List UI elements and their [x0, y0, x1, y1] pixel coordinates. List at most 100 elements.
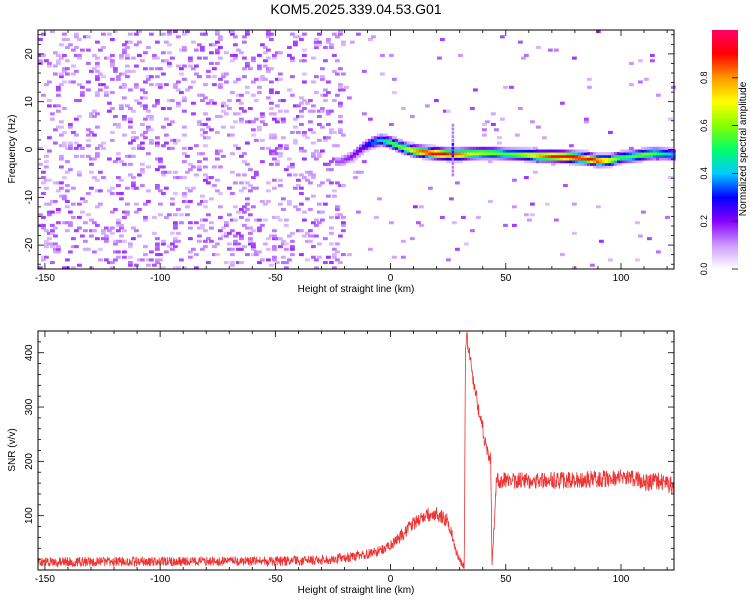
spectrogram-cell: [587, 77, 592, 81]
spectrogram-cell: [362, 144, 367, 148]
spectrogram-cell: [431, 154, 436, 158]
spectrogram-cell: [125, 56, 130, 60]
spectrogram-cell: [194, 266, 199, 270]
spectrogram-cell: [221, 154, 226, 158]
spectrogram-cell: [95, 77, 100, 81]
spectrogram-cell: [341, 215, 346, 219]
spectrogram-cell: [119, 85, 124, 89]
spectrogram-cell: [86, 48, 91, 52]
spectrogram-cell: [275, 237, 280, 241]
spectrogram-cell: [140, 258, 145, 262]
spectrogram-cell: [137, 101, 142, 105]
spectrogram-cell: [194, 253, 199, 257]
spectrogram-cell: [77, 173, 82, 177]
spectrogram-cell: [146, 114, 151, 119]
spectrogram-cell: [251, 59, 256, 63]
spectrogram-cell: [485, 149, 490, 153]
spectrogram-cell: [320, 181, 325, 185]
spectrogram-cell: [338, 213, 343, 217]
spectrogram-cell: [443, 152, 448, 156]
spectrogram-cell: [329, 43, 334, 47]
spectrogram-cell: [416, 154, 421, 158]
spectrogram-cell: [80, 210, 85, 214]
spectrogram-cell: [368, 117, 373, 121]
spectrogram-cell: [38, 266, 43, 270]
spectrogram-cell: [104, 56, 109, 60]
spectrogram-cell: [662, 154, 667, 158]
spectrogram-cell: [365, 149, 370, 153]
spectrogram-cell: [311, 141, 316, 145]
spectrogram-cell: [668, 117, 673, 121]
spectrogram-cell: [218, 37, 223, 42]
x-tick-label: 50: [500, 574, 512, 585]
spectrogram-cell: [218, 165, 223, 169]
spectrogram-cell: [245, 207, 250, 211]
spectrogram-cell: [302, 210, 307, 214]
spectrogram-cell: [451, 146, 455, 150]
spectrogram-cell: [386, 144, 391, 148]
spectrogram-cell: [524, 152, 529, 156]
spectrogram-cell: [611, 154, 616, 158]
spectrogram-cell: [200, 247, 205, 251]
spectrogram-cell: [488, 160, 493, 164]
spectrogram-cell: [494, 128, 499, 132]
spectrogram-cell: [248, 168, 253, 172]
spectrogram-cell: [137, 40, 142, 44]
spectrogram-cell: [185, 199, 190, 204]
spectrogram-cell: [626, 149, 631, 153]
spectrogram-cell: [227, 133, 232, 137]
spectrogram-cell: [101, 229, 106, 233]
spectrogram-cell: [314, 234, 319, 238]
spectrogram-cell: [77, 83, 82, 87]
spectrogram-cell: [92, 109, 97, 113]
spectrogram-cell: [308, 229, 313, 233]
spectrogram-cell: [296, 229, 301, 233]
spectrogram-cell: [350, 157, 355, 161]
x-tick-label: -50: [268, 273, 283, 284]
spectrogram-cell: [83, 239, 88, 243]
spectrogram-cell: [314, 258, 319, 262]
spectrogram-cell: [359, 146, 364, 150]
spectrogram-cell: [503, 154, 508, 158]
spectrogram-cell: [269, 32, 274, 36]
spectrogram-cell: [503, 152, 508, 156]
spectrogram-cell: [353, 176, 358, 180]
spectrogram-cell: [500, 157, 505, 161]
spectrogram-cell: [476, 149, 481, 153]
spectrogram-cell: [392, 136, 397, 140]
spectrogram-cell: [599, 165, 604, 169]
spectrogram-cell: [272, 53, 277, 57]
spectrogram-cell: [392, 77, 397, 81]
spectrogram-cell: [317, 43, 322, 47]
spectrogram-cell: [215, 152, 220, 156]
spectrogram-cell: [230, 59, 235, 63]
spectrogram-cell: [308, 234, 313, 238]
spectrogram-cell: [206, 176, 211, 180]
spectrogram-cell: [563, 160, 568, 164]
spectrogram-cell: [527, 160, 532, 164]
spectrogram-cell: [95, 40, 100, 44]
spectrogram-cell: [302, 133, 307, 137]
spectrogram-cell: [451, 127, 455, 131]
spectrogram-cell: [113, 114, 118, 119]
spectrogram-cell: [179, 72, 184, 76]
spectrogram-cell: [437, 149, 442, 153]
spectrogram-cell: [410, 146, 415, 150]
spectrogram-cell: [143, 245, 148, 249]
spectrogram-cell: [383, 133, 388, 137]
spectrogram-cell: [359, 170, 364, 174]
spectrogram-cell: [173, 30, 178, 34]
spectrogram-cell: [443, 109, 448, 113]
spectrogram-cell: [410, 149, 415, 153]
spectrogram-cell: [281, 242, 286, 246]
spectrogram-cell: [155, 186, 160, 190]
spectrogram-cell: [110, 130, 115, 134]
spectrogram-cell: [62, 130, 67, 134]
spectrogram-cell: [269, 91, 274, 95]
spectrogram-cell: [653, 146, 658, 150]
spectrogram-cell: [245, 162, 250, 166]
spectrogram-cell: [59, 72, 64, 76]
spectrogram-cell: [323, 45, 328, 49]
spectrogram-cell: [317, 255, 322, 259]
